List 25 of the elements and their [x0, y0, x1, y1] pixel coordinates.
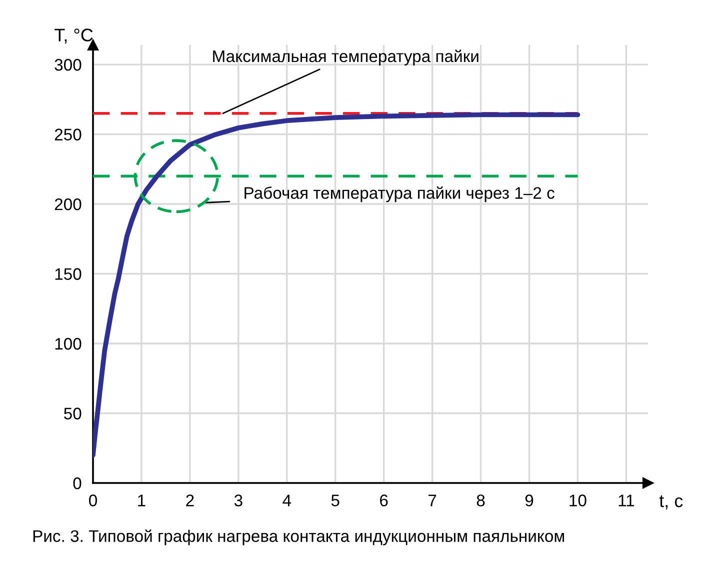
text: Рис. 3. Типовой график нагрева контакта индукционным паяльником	[33, 529, 564, 546]
x-tick-label: 1	[138, 494, 146, 506]
y-axis-title: T, °C	[54, 28, 93, 44]
ref-line-label: Максимальная температура пайки	[213, 50, 478, 66]
x-tick-label: 5	[331, 494, 340, 506]
x-tick-label: 11	[618, 494, 634, 506]
y-tick-label: 150	[55, 268, 82, 280]
x-tick-label: 7	[428, 494, 436, 506]
y-tick-label: 300	[54, 58, 82, 71]
y-tick-label: 200	[54, 198, 82, 210]
x-tick-label: 6	[380, 494, 388, 506]
x-tick-label: 8	[476, 494, 485, 506]
y-tick-label: 250	[54, 128, 82, 140]
x-tick-label: 4	[282, 494, 292, 506]
x-tick-label: 0	[89, 494, 97, 506]
x-tick-label: 10	[570, 494, 586, 506]
y-tick-label: 100	[55, 338, 82, 350]
x-tick-label: 9	[525, 494, 534, 506]
x-axis-title: t, c	[659, 495, 683, 510]
x-tick-label: 2	[186, 494, 194, 506]
x-tick-label: 3	[234, 494, 242, 506]
y-tick-label: 0	[73, 477, 82, 490]
y-tick-label: 50	[64, 408, 82, 420]
line-series	[93, 112, 580, 458]
ref-line-label: Рабочая температура пайки через 1–2 с	[244, 186, 554, 202]
